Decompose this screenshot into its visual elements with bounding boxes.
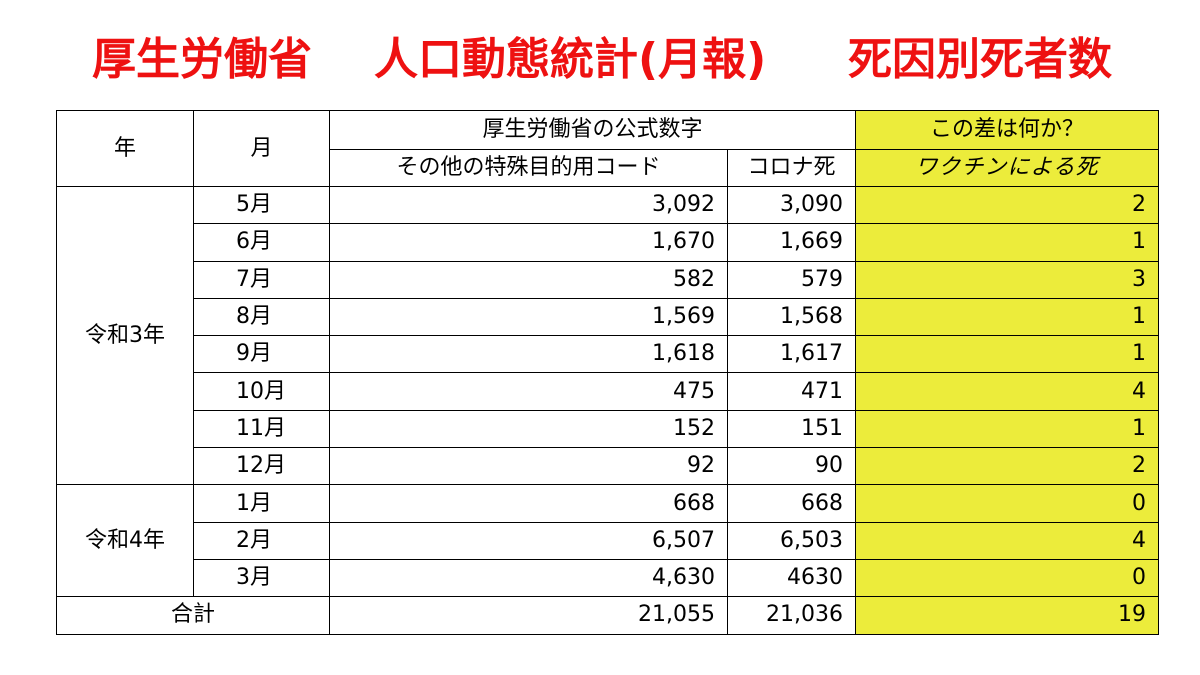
special-code-cell: 152 xyxy=(329,409,728,449)
difference-cell: 0 xyxy=(855,558,1159,598)
table-row: 9月 1,618 1,617 1 xyxy=(57,335,1159,374)
special-code-cell: 1,670 xyxy=(329,223,728,262)
difference-cell: 4 xyxy=(855,521,1159,560)
month-cell: 7月 xyxy=(193,260,330,299)
death-statistics-table: 年 月 厚生労働省の公式数字 この差は何か？ その他の特殊目的用コード コロナ死… xyxy=(56,110,1159,635)
year-cell: 令和4年 xyxy=(56,484,194,598)
difference-cell: 1 xyxy=(855,335,1159,374)
corona-death-cell: 471 xyxy=(727,372,856,411)
corona-death-cell: 6,503 xyxy=(727,521,856,560)
month-cell: 1月 xyxy=(193,484,330,523)
month-cell: 6月 xyxy=(193,223,330,262)
corona-death-cell: 1,568 xyxy=(727,297,856,337)
corona-death-cell: 579 xyxy=(727,260,856,299)
difference-cell: 2 xyxy=(855,447,1159,486)
question-header: この差は何か？ xyxy=(855,110,1159,150)
table-row: 7月 582 579 3 xyxy=(57,260,1159,299)
title-ministry: 厚生労働省 xyxy=(92,34,312,85)
corona-death-cell: 3,090 xyxy=(727,185,856,225)
month-cell: 3月 xyxy=(193,558,330,598)
title-statistics: 人口動態統計(月報) xyxy=(374,34,767,85)
corona-death-cell: 668 xyxy=(727,484,856,523)
corona-death-header: コロナ死 xyxy=(727,149,856,187)
month-cell: 12月 xyxy=(193,447,330,486)
corona-death-cell: 4630 xyxy=(727,558,856,598)
difference-cell: 1 xyxy=(855,297,1159,337)
corona-death-cell: 90 xyxy=(727,447,856,486)
difference-cell: 0 xyxy=(855,484,1159,523)
month-cell: 2月 xyxy=(193,521,330,560)
table-row: 11月 152 151 1 xyxy=(57,409,1159,449)
year-header: 年 xyxy=(56,110,194,187)
special-code-cell: 4,630 xyxy=(329,558,728,598)
table-row: 10月 475 471 4 xyxy=(57,372,1159,411)
subheader-row: その他の特殊目的用コード コロナ死 ワクチンによる死 xyxy=(57,149,1159,187)
total-label: 合計 xyxy=(56,596,330,635)
table-row: 8月 1,569 1,568 1 xyxy=(57,297,1159,337)
special-code-cell: 3,092 xyxy=(329,185,728,225)
total-special-code: 21,055 xyxy=(329,596,728,635)
special-code-cell: 475 xyxy=(329,372,728,411)
month-header: 月 xyxy=(193,110,330,187)
difference-cell: 4 xyxy=(855,372,1159,411)
difference-cell: 2 xyxy=(855,185,1159,225)
total-row: 合計 21,055 21,036 19 xyxy=(56,596,1159,635)
corona-death-cell: 1,617 xyxy=(727,335,856,374)
special-code-cell: 668 xyxy=(329,484,728,523)
title-cause-of-death: 死因別死者数 xyxy=(848,34,1112,85)
month-cell: 10月 xyxy=(193,372,330,411)
table-row: 12月 92 90 2 xyxy=(57,447,1159,486)
special-code-cell: 92 xyxy=(329,447,728,486)
special-code-header: その他の特殊目的用コード xyxy=(329,149,728,187)
table-row: 6月 1,670 1,669 1 xyxy=(57,223,1159,262)
corona-death-cell: 151 xyxy=(727,409,856,449)
special-code-cell: 582 xyxy=(329,260,728,299)
table-row: 令和3年 5月 3,092 3,090 2 xyxy=(56,185,1159,486)
table-row: 2月 6,507 6,503 4 xyxy=(57,521,1159,560)
header-row: 年 月 厚生労働省の公式数字 この差は何か？ xyxy=(56,110,1159,187)
total-corona-death: 21,036 xyxy=(727,596,856,635)
page-title: 厚生労働省 人口動態統計(月報) 死因別死者数 xyxy=(0,30,1200,90)
table-row: 3月 4,630 4630 0 xyxy=(57,558,1159,598)
month-cell: 5月 xyxy=(193,185,330,225)
special-code-cell: 1,569 xyxy=(329,297,728,337)
table-row: 令和4年 1月 668 668 0 xyxy=(56,484,1159,598)
total-difference: 19 xyxy=(855,596,1159,635)
difference-cell: 1 xyxy=(855,223,1159,262)
month-cell: 11月 xyxy=(193,409,330,449)
corona-death-cell: 1,669 xyxy=(727,223,856,262)
month-cell: 8月 xyxy=(193,297,330,337)
official-figures-header: 厚生労働省の公式数字 xyxy=(329,110,856,150)
year-cell: 令和3年 xyxy=(56,185,194,486)
vaccine-death-header: ワクチンによる死 xyxy=(855,149,1159,187)
month-cell: 9月 xyxy=(193,335,330,374)
difference-cell: 3 xyxy=(855,260,1159,299)
difference-cell: 1 xyxy=(855,409,1159,449)
special-code-cell: 6,507 xyxy=(329,521,728,560)
special-code-cell: 1,618 xyxy=(329,335,728,374)
